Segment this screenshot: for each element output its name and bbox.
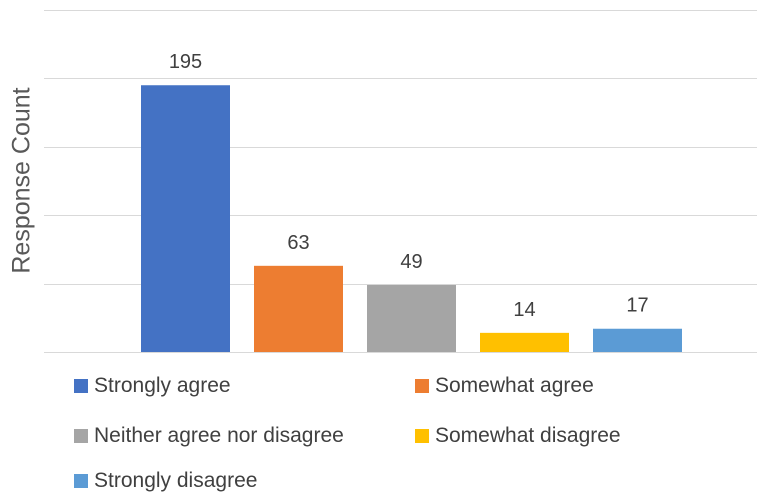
legend-label: Somewhat agree (435, 374, 594, 397)
legend-label: Somewhat disagree (435, 424, 621, 447)
legend-item-somewhat-disagree: Somewhat disagree (415, 424, 621, 448)
y-axis-label-box: Response Count (0, 0, 44, 360)
legend-swatch-neither (74, 429, 88, 443)
legend-item-strongly-disagree: Strongly disagree (74, 469, 257, 493)
legend-label: Strongly disagree (94, 469, 258, 492)
data-label: 63 (287, 232, 309, 254)
data-labels: 195 63 49 14 17 (169, 51, 649, 321)
bar-strongly-agree (141, 85, 230, 353)
data-label: 195 (169, 51, 202, 73)
data-label: 14 (513, 299, 535, 321)
y-axis-label: Response Count (7, 86, 36, 274)
legend-swatch-somewhat-agree (415, 379, 429, 393)
legend-swatch-strongly-agree (74, 379, 88, 393)
data-label: 17 (626, 295, 648, 317)
bar-somewhat-disagree (480, 332, 569, 352)
legend-swatch-somewhat-disagree (415, 429, 429, 443)
legend-label: Neither agree nor disagree (94, 424, 344, 447)
legend-item-strongly-agree: Strongly agree (74, 374, 231, 398)
legend-item-neither: Neither agree nor disagree (74, 424, 344, 448)
bar-strongly-disagree (593, 328, 682, 352)
bar-neither-agree-nor-disagree (367, 284, 456, 352)
bar-somewhat-agree (254, 265, 343, 352)
data-label: 49 (400, 251, 422, 273)
legend-swatch-strongly-disagree (74, 474, 88, 488)
bars (141, 85, 682, 353)
legend-item-somewhat-agree: Somewhat agree (415, 374, 594, 398)
legend-label: Strongly agree (94, 374, 231, 397)
